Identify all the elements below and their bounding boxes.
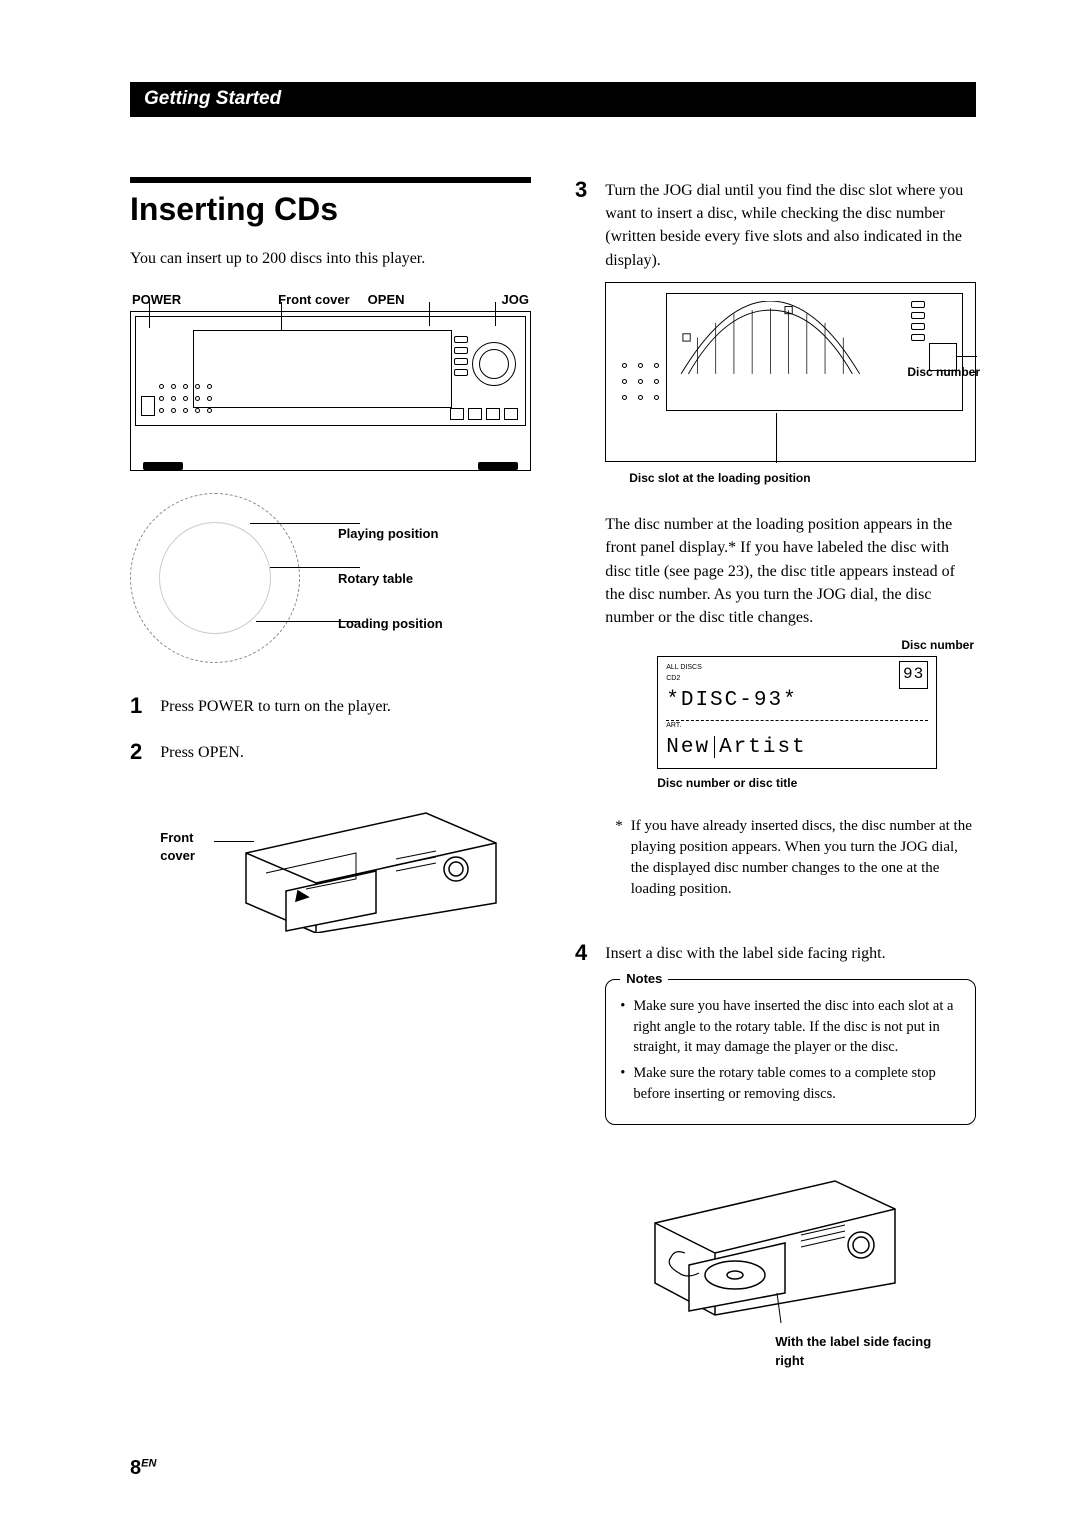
step-4: 4 Insert a disc with the label side faci…	[575, 940, 976, 1370]
step-2: 2 Press OPEN. Front cover	[130, 739, 531, 932]
step-number: 1	[130, 693, 142, 719]
asterisk-icon: *	[615, 816, 623, 900]
jog-dial-icon	[472, 342, 516, 386]
rotary-table-diagram: Playing position Rotary table Loading po…	[130, 493, 531, 663]
right-column: 3 Turn the JOG dial until you find the d…	[575, 177, 976, 1391]
page-number: 8EN	[130, 1457, 156, 1480]
label-loading-position: Loading position	[338, 616, 443, 631]
notes-title: Notes	[620, 970, 668, 988]
device-front-diagram	[130, 311, 531, 471]
step-text: Press POWER to turn on the player.	[160, 693, 531, 719]
note-item: Make sure the rotary table comes to a co…	[620, 1063, 961, 1104]
player-isometric-icon	[226, 783, 516, 933]
note-item: Make sure you have inserted the disc int…	[620, 996, 961, 1057]
step-number: 2	[130, 739, 142, 932]
label-jog: JOG	[502, 292, 529, 307]
label-playing-position: Playing position	[338, 526, 443, 541]
lcd-art: ART.	[666, 721, 928, 731]
step-text: Insert a disc with the label side facing…	[605, 942, 976, 965]
section-header-text: Getting Started	[144, 88, 281, 109]
insert-disc-icon	[645, 1153, 905, 1333]
device-label-row: POWER Front cover OPEN JOG	[130, 292, 531, 307]
left-column: Inserting CDs You can insert up to 200 d…	[130, 177, 531, 1391]
footnote-text: If you have already inserted discs, the …	[631, 816, 976, 900]
label-power: POWER	[132, 292, 181, 307]
footnote: * If you have already inserted discs, th…	[615, 816, 976, 900]
intro-text: You can insert up to 200 discs into this…	[130, 250, 531, 268]
step-text: Turn the JOG dial until you find the dis…	[605, 179, 976, 272]
section-header: Getting Started	[130, 82, 976, 117]
note-text: Make sure you have inserted the disc int…	[633, 996, 961, 1057]
insert-disc-caption: With the label side facing right	[775, 1333, 945, 1371]
disc-number-callout: Disc number	[907, 364, 980, 381]
page-lang: EN	[141, 1457, 156, 1469]
front-cover-figure: Front cover	[160, 783, 531, 933]
page-number-value: 8	[130, 1457, 141, 1479]
lcd-top-label: Disc number	[657, 637, 976, 654]
lcd-line-2b: Artist	[719, 736, 807, 759]
notes-box: Notes Make sure you have inserted the di…	[605, 979, 976, 1124]
step-text: Press OPEN.	[160, 741, 531, 764]
lcd-disc-number: 93	[899, 661, 928, 688]
two-column-layout: Inserting CDs You can insert up to 200 d…	[130, 177, 976, 1391]
step-number: 3	[575, 177, 587, 920]
step-number: 4	[575, 940, 587, 1370]
slot-diagram-caption: Disc slot at the loading position	[629, 470, 976, 487]
lcd-display: ALL DISCS 93 CD2 *DISC-93* ART. New Artis…	[657, 656, 937, 768]
note-text: Make sure the rotary table comes to a co…	[633, 1063, 961, 1104]
steps-list-left: 1 Press POWER to turn on the player. 2 P…	[130, 693, 531, 933]
front-cover-caption: Front cover	[160, 783, 216, 867]
label-front-cover: Front cover	[278, 292, 350, 307]
label-open: OPEN	[368, 292, 405, 307]
title-rule	[130, 177, 531, 183]
insert-disc-figure: With the label side facing right	[645, 1153, 945, 1371]
jog-explanation-text: The disc number at the loading position …	[605, 513, 976, 629]
step-3: 3 Turn the JOG dial until you find the d…	[575, 177, 976, 920]
power-button-icon	[141, 396, 155, 416]
step-1: 1 Press POWER to turn on the player.	[130, 693, 531, 719]
label-rotary-table: Rotary table	[338, 571, 443, 586]
lcd-all-discs: ALL DISCS	[666, 663, 928, 673]
lcd-display-figure: Disc number ALL DISCS 93 CD2 *DISC-93* A…	[657, 637, 976, 792]
steps-list-right: 3 Turn the JOG dial until you find the d…	[575, 177, 976, 1371]
lcd-bottom-label: Disc number or disc title	[657, 775, 976, 792]
lcd-line-1: *DISC-93*	[666, 684, 928, 721]
page-title: Inserting CDs	[130, 191, 531, 228]
lcd-line-2a: New	[666, 736, 710, 759]
lcd-cd2: CD2	[666, 674, 928, 684]
